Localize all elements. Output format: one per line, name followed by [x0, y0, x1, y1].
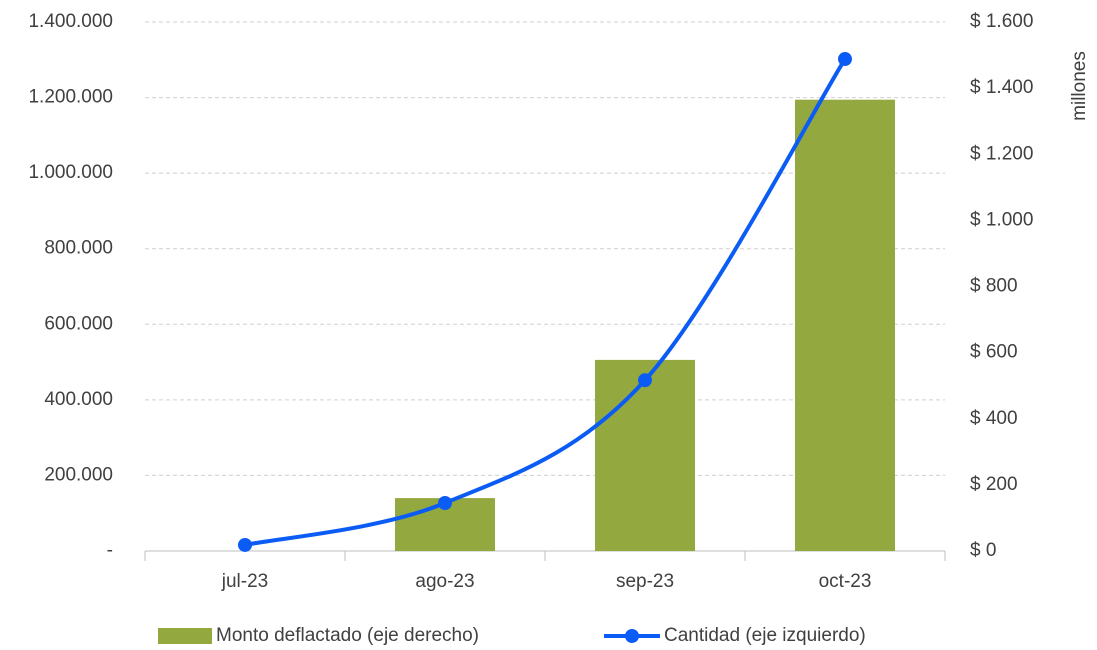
y2-tick-label: $ 1.400 — [970, 77, 1033, 98]
y2-tick-label: $ 400 — [970, 408, 1018, 429]
y-tick-label: 1.400.000 — [28, 11, 113, 32]
x-tick-label: jul-23 — [221, 571, 268, 592]
y2-tick-label: $ 1.600 — [970, 11, 1033, 32]
line-marker — [438, 496, 452, 511]
y-tick-label: 1.000.000 — [28, 162, 113, 183]
legend-marker — [625, 629, 639, 643]
y-tick-label: 800.000 — [44, 238, 113, 259]
legend-label: Monto deflactado (eje derecho) — [216, 625, 479, 646]
line-marker — [238, 537, 252, 552]
line-marker — [838, 52, 852, 67]
y2-tick-label: $ 1.000 — [970, 209, 1033, 230]
line-marker — [638, 373, 652, 388]
x-tick-label: sep-23 — [616, 571, 674, 592]
bar — [795, 99, 895, 552]
y2-axis-label: millones — [1069, 51, 1090, 121]
y-tick-label: 200.000 — [44, 464, 113, 485]
y2-tick-label: $ 200 — [970, 474, 1018, 495]
line — [244, 57, 847, 547]
y2-tick-label: $ 800 — [970, 276, 1018, 297]
x-tick-label: oct-23 — [819, 571, 872, 592]
y2-tick-label: $ 0 — [970, 540, 996, 561]
y2-tick-label: $ 600 — [970, 342, 1018, 363]
y-tick-label: 400.000 — [44, 389, 113, 410]
y-tick-label: 600.000 — [44, 313, 113, 334]
y2-tick-label: $ 1.200 — [970, 143, 1033, 164]
legend-swatch — [158, 628, 212, 644]
y-tick-label: 1.200.000 — [28, 87, 113, 108]
x-tick-label: ago-23 — [415, 571, 474, 592]
legend-label: Cantidad (eje izquierdo) — [664, 625, 866, 646]
bar — [595, 359, 695, 551]
y-tick-label: - — [107, 540, 113, 561]
